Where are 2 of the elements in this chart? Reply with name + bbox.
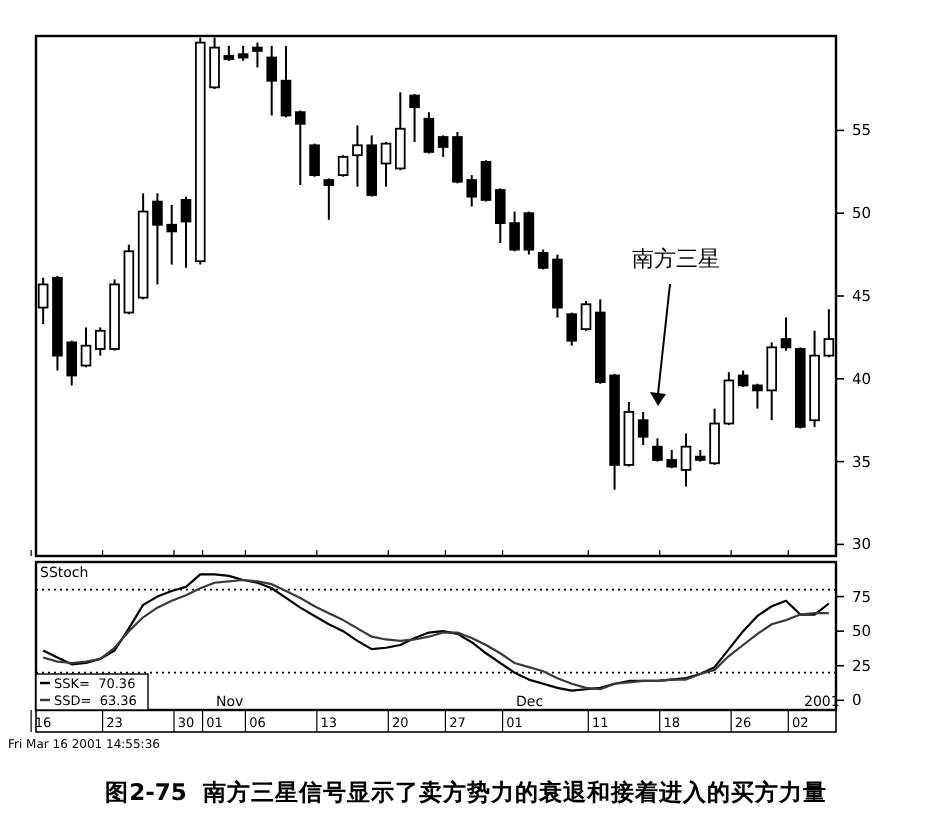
caption: 图2-75 南方三星信号显示了卖方势力的衰退和接着进入的买方力量 (105, 778, 827, 806)
annotation: 南方三星 (632, 246, 720, 272)
